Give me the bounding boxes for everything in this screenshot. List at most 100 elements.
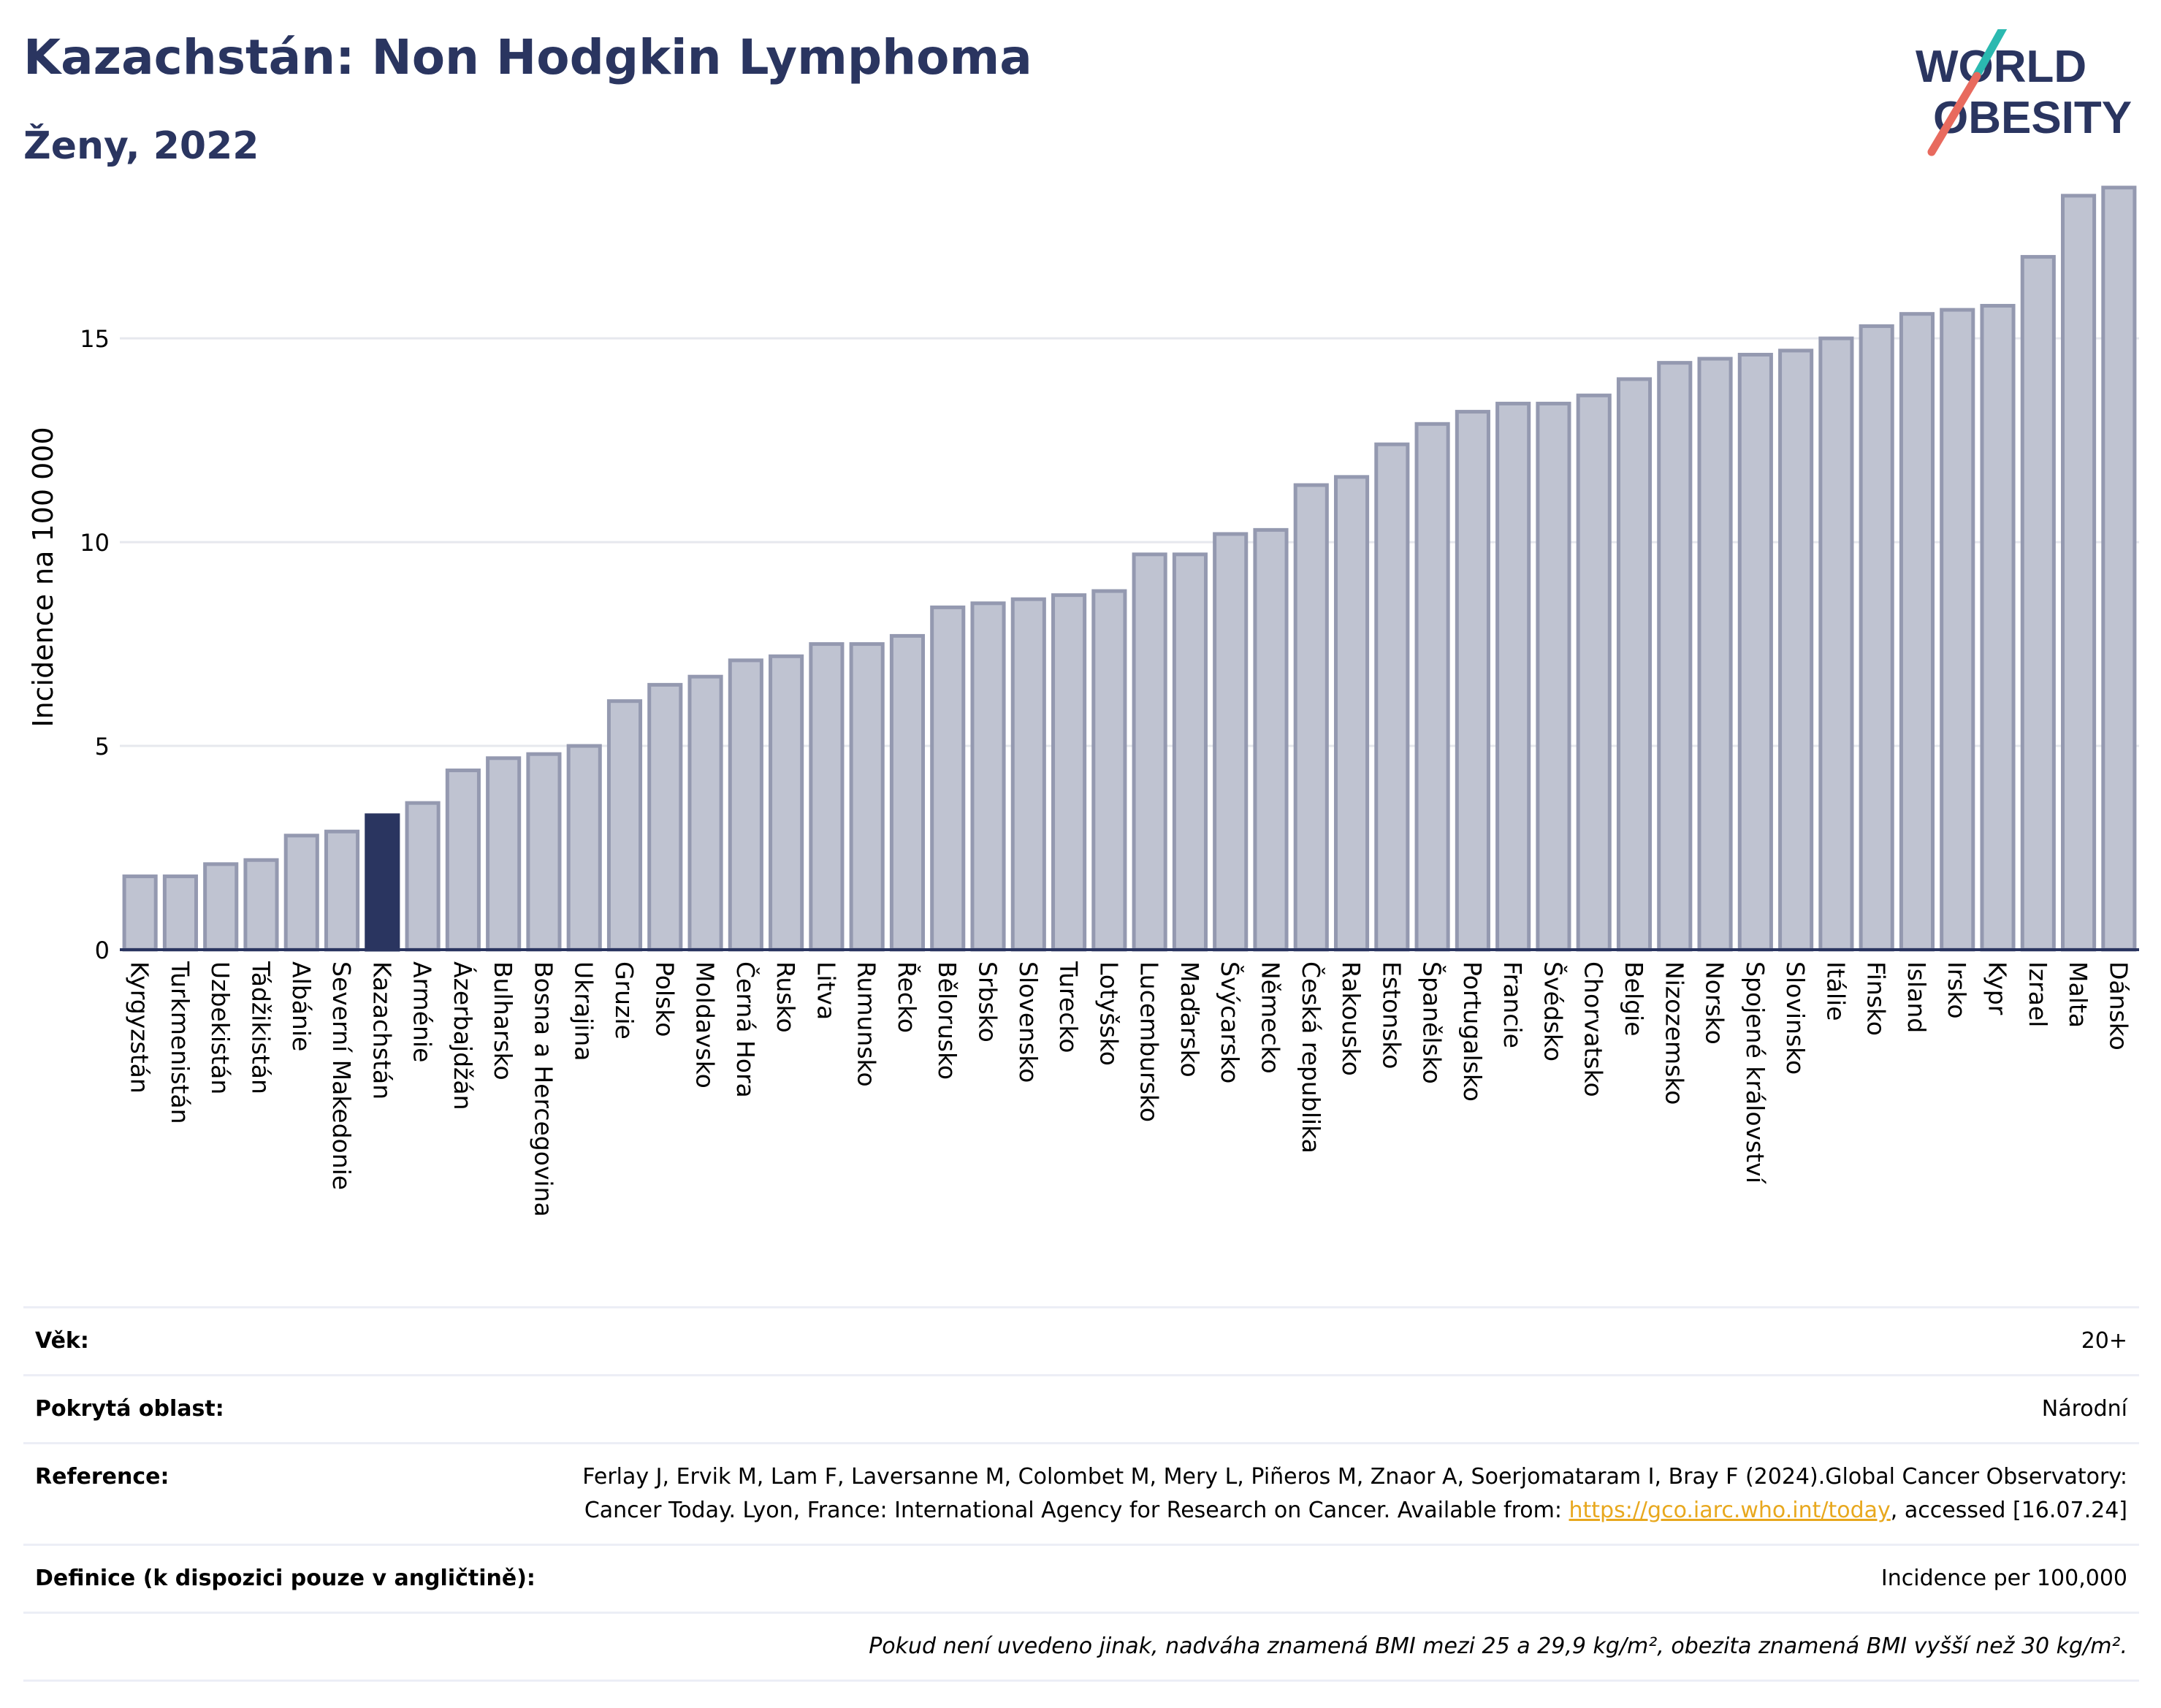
- bar: [1980, 304, 2016, 952]
- bar: [1293, 483, 1329, 952]
- x-tick-label: Česká republika: [1297, 961, 1326, 1154]
- x-tick-label: Belgie: [1620, 961, 1648, 1037]
- page-title: Kazachstán: Non Hodgkin Lymphoma: [23, 29, 1032, 85]
- bar: [526, 752, 562, 952]
- info-row-coverage: Pokrytá oblast: Národní: [23, 1374, 2139, 1442]
- reference-text: Ferlay J, Ervik M, Lam F, Laversanne M, …: [582, 1464, 2127, 1523]
- x-tick-label: Finsko: [1862, 961, 1891, 1036]
- bar: [930, 605, 966, 952]
- x-tick-label: Litva: [812, 961, 840, 1020]
- bar: [1737, 352, 1773, 952]
- info-value: Národní: [2041, 1396, 2127, 1422]
- x-tick-label: Bělorusko: [933, 961, 961, 1080]
- info-value-reference: Ferlay J, Ervik M, Lam F, Laversanne M, …: [579, 1460, 2127, 1528]
- bar: [1333, 475, 1370, 952]
- bar: [1859, 324, 1894, 952]
- x-tick-label: Bulharsko: [489, 961, 517, 1080]
- bar: [1455, 410, 1490, 952]
- x-tick-label: Černá Hora: [731, 961, 761, 1098]
- bar: [566, 744, 602, 952]
- x-tick-label: Irsko: [1943, 961, 1971, 1019]
- bar: [1213, 532, 1249, 952]
- bar: [1172, 552, 1208, 952]
- bar: [1091, 589, 1127, 952]
- reference-link[interactable]: https://gco.iarc.who.int/today: [1569, 1498, 1891, 1523]
- bar: [809, 642, 845, 952]
- bar: [769, 654, 804, 952]
- bar: [1253, 527, 1289, 952]
- info-value: 20+: [2081, 1328, 2127, 1354]
- bar: [1818, 336, 1854, 952]
- bar: [2061, 194, 2097, 952]
- y-tick-label: 5: [95, 733, 110, 760]
- bar-chart: 0 5 10 15 Kyrgyzstán Turkmenistán Uzbekistán T…: [27, 186, 2139, 1217]
- bar-highlighted: [365, 813, 400, 952]
- bar: [1010, 597, 1046, 952]
- bar: [405, 801, 441, 952]
- world-obesity-logo-icon: WORLD OBESITY: [1916, 29, 2132, 156]
- bar: [1132, 552, 1167, 952]
- bar: [647, 682, 683, 952]
- reference-suffix: , accessed [16.07.24]: [1890, 1498, 2127, 1523]
- x-tick-label: Řecko: [893, 961, 922, 1033]
- logo-stroke-top: [1971, 29, 2008, 82]
- bar: [606, 699, 643, 952]
- y-axis-label: Incidence na 100 000: [27, 427, 59, 727]
- bar: [243, 858, 279, 952]
- bar: [1536, 401, 1571, 952]
- y-tick-label: 15: [80, 325, 110, 353]
- y-ticks: 0 5 10 15: [80, 325, 110, 964]
- bar: [2101, 186, 2137, 952]
- x-tick-label: Slovinsko: [1781, 961, 1810, 1075]
- x-tick-label: Rusko: [771, 961, 800, 1033]
- x-tick-label: Chorvatsko: [1579, 961, 1608, 1097]
- x-tick-label: Spojené království: [1741, 961, 1769, 1185]
- info-row-definition: Definice (k dispozici pouze v angličtině…: [23, 1544, 2139, 1612]
- bar: [1697, 357, 1733, 952]
- y-tick-label: 0: [95, 937, 110, 964]
- bar: [889, 633, 926, 952]
- x-tick-label: Tádžikistán: [246, 961, 275, 1094]
- x-tick-label: Kazachstán: [367, 961, 396, 1099]
- bmi-note: Pokud není uvedeno jinak, nadváha znamen…: [869, 1633, 2127, 1659]
- bar: [687, 674, 723, 952]
- x-tick-label: Moldavsko: [691, 961, 720, 1089]
- bar: [283, 834, 319, 952]
- x-tick-label: Island: [1902, 961, 1931, 1033]
- info-value: Incidence per 100,000: [1880, 1566, 2127, 1591]
- bar: [1576, 393, 1612, 952]
- info-row-reference: Reference: Ferlay J, Ervik M, Lam F, Lav…: [23, 1442, 2139, 1544]
- bar: [1374, 442, 1410, 952]
- x-tick-label: Arménie: [408, 961, 437, 1062]
- bar: [1414, 422, 1450, 952]
- bar: [324, 829, 360, 952]
- info-label: Pokrytá oblast:: [35, 1396, 224, 1422]
- x-tick-label: Severní Makedonie: [327, 961, 356, 1190]
- bar: [1940, 308, 1975, 952]
- info-label: Definice (k dispozici pouze v angličtině…: [35, 1566, 536, 1591]
- x-tick-label: Lucembursko: [1135, 961, 1164, 1122]
- bar: [2020, 255, 2056, 952]
- x-tick-label: Bosna a Hercegovina: [529, 961, 557, 1217]
- bar: [1657, 361, 1693, 952]
- bar: [1778, 348, 1814, 952]
- x-tick-label: Rumunsko: [853, 961, 881, 1087]
- logo-line1: WORLD: [1916, 42, 2086, 92]
- x-tick-label: Uzbekistán: [206, 961, 235, 1094]
- x-tick-label: Norsko: [1701, 961, 1729, 1045]
- info-row-age: Věk: 20+: [23, 1306, 2139, 1374]
- x-tick-label: Švýcarsko: [1216, 961, 1245, 1083]
- x-tick-label: Turecko: [1054, 961, 1083, 1053]
- x-tick-label: Španělsko: [1418, 961, 1447, 1084]
- bar: [849, 642, 885, 952]
- bar: [486, 756, 522, 952]
- x-tick-label: Itálie: [1821, 961, 1850, 1021]
- x-tick-label: Francie: [1498, 961, 1527, 1048]
- x-tick-label: Kypr: [1983, 961, 2012, 1015]
- x-tick-label: Polsko: [650, 961, 679, 1037]
- bar: [970, 601, 1006, 952]
- bar: [1899, 312, 1935, 952]
- x-tick-label: Estonsko: [1377, 961, 1406, 1069]
- x-tick-label: Švédsko: [1539, 961, 1568, 1061]
- page-subtitle: Ženy, 2022: [23, 124, 259, 168]
